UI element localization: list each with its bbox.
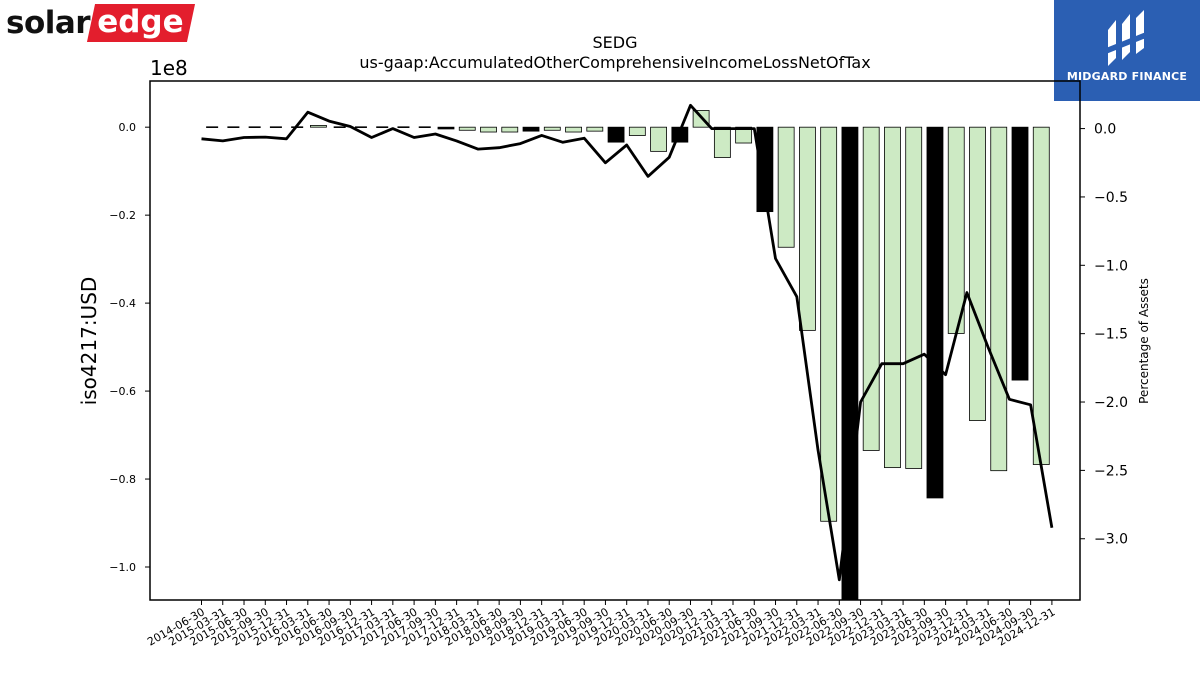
y2-tick-label-1: −0.5 — [1094, 190, 1128, 206]
bar-29 — [820, 126, 838, 522]
midgard-logo-text: MIDGARD FINANCE — [1066, 70, 1188, 83]
bars-group — [310, 110, 1050, 601]
bar-39 — [1032, 126, 1050, 465]
bar-33 — [905, 126, 923, 469]
y-offset-label: 1e8 — [150, 56, 188, 80]
bar-17 — [565, 126, 582, 133]
bar-13 — [480, 126, 497, 133]
bar-21 — [650, 126, 667, 152]
bar-35 — [947, 126, 965, 334]
chart-title: SEDG — [593, 33, 638, 52]
y-tick-label-4: −0.8 — [109, 473, 136, 486]
y2-ticks-group: 0.0 −0.5 −1.0 −1.5 −2.0 −2.5 −3.0 — [1080, 122, 1128, 548]
x-ticks-group: 2014-06-302015-03-312015-06-302015-09-30… — [145, 600, 1057, 649]
y-tick-label-1: −0.2 — [109, 209, 136, 222]
bar-24 — [713, 126, 731, 158]
y2-tick-label-5: −2.5 — [1094, 463, 1128, 479]
bar-14 — [501, 126, 519, 133]
bar-27 — [777, 126, 795, 248]
bar-25 — [735, 126, 753, 144]
y-ticks-group: 0.0 −0.2 −0.4 −0.6 −0.8 −1.0 — [109, 121, 150, 574]
y-tick-label-5: −1.0 — [109, 561, 136, 574]
chart-subtitle: us-gaap:AccumulatedOtherComprehensiveInc… — [359, 53, 870, 72]
bar-16 — [543, 126, 561, 131]
y-tick-label-2: −0.4 — [109, 297, 136, 310]
bar-20 — [628, 126, 646, 136]
y-tick-label-0: 0.0 — [119, 121, 137, 134]
y-axis-label: iso4217:USD — [77, 277, 101, 406]
y2-tick-label-0: 0.0 — [1094, 122, 1116, 138]
bar-31 — [862, 126, 880, 451]
bar-26 — [756, 126, 774, 213]
line-layer — [201, 103, 1054, 582]
y2-axis-label: Percentage of Assets — [1137, 278, 1151, 404]
bar-15 — [522, 126, 540, 132]
bar-11 — [437, 126, 455, 130]
bar-19 — [607, 126, 625, 143]
bar-28 — [799, 126, 816, 331]
midgard-finance-logo: MIDGARD FINANCE — [1054, 0, 1200, 101]
midgard-emblem-icon — [1106, 10, 1146, 66]
y2-tick-label-4: −2.0 — [1094, 395, 1128, 411]
logo-text-solar: solar — [6, 5, 91, 41]
solaredge-logo: solar edge — [6, 4, 196, 42]
bar-37 — [990, 126, 1008, 472]
y2-tick-label-3: −1.5 — [1094, 327, 1128, 343]
bar-18 — [586, 126, 604, 132]
bar-38 — [1011, 126, 1029, 381]
y-tick-label-3: −0.6 — [109, 385, 136, 398]
bar-32 — [884, 126, 901, 469]
bar-34 — [926, 126, 944, 499]
plot-frame — [149, 80, 1081, 601]
y2-tick-label-6: −3.0 — [1094, 532, 1128, 548]
bar-5 — [310, 125, 327, 128]
bar-12 — [458, 126, 476, 131]
y2-tick-label-2: −1.0 — [1094, 258, 1128, 274]
pct-assets-line — [201, 103, 1054, 582]
bar-36 — [969, 126, 986, 421]
